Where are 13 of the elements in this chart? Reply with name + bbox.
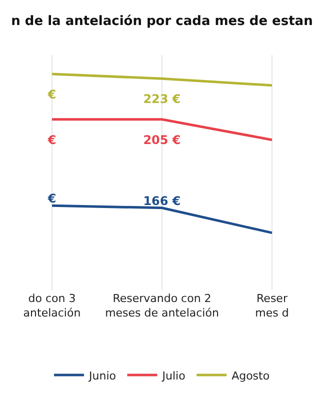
- data-label: €: [46, 88, 56, 102]
- x-tick-label: do con 3 antelación: [23, 292, 81, 320]
- chart-title: n de la antelación por cada mes de estan: [11, 14, 313, 30]
- data-label: €: [46, 192, 56, 206]
- data-label: €: [46, 133, 56, 148]
- x-tick-label: Reser mes d: [255, 292, 289, 320]
- legend-label: Julio: [161, 369, 186, 382]
- x-tick-label: Reservando con 2 meses de antelación: [105, 292, 219, 320]
- legend-label: Agosto: [232, 369, 270, 382]
- data-label: 223 €: [143, 92, 181, 106]
- data-label: 166 €: [143, 194, 181, 208]
- data-label: 205 €: [143, 133, 181, 148]
- legend-label: Junio: [88, 369, 116, 382]
